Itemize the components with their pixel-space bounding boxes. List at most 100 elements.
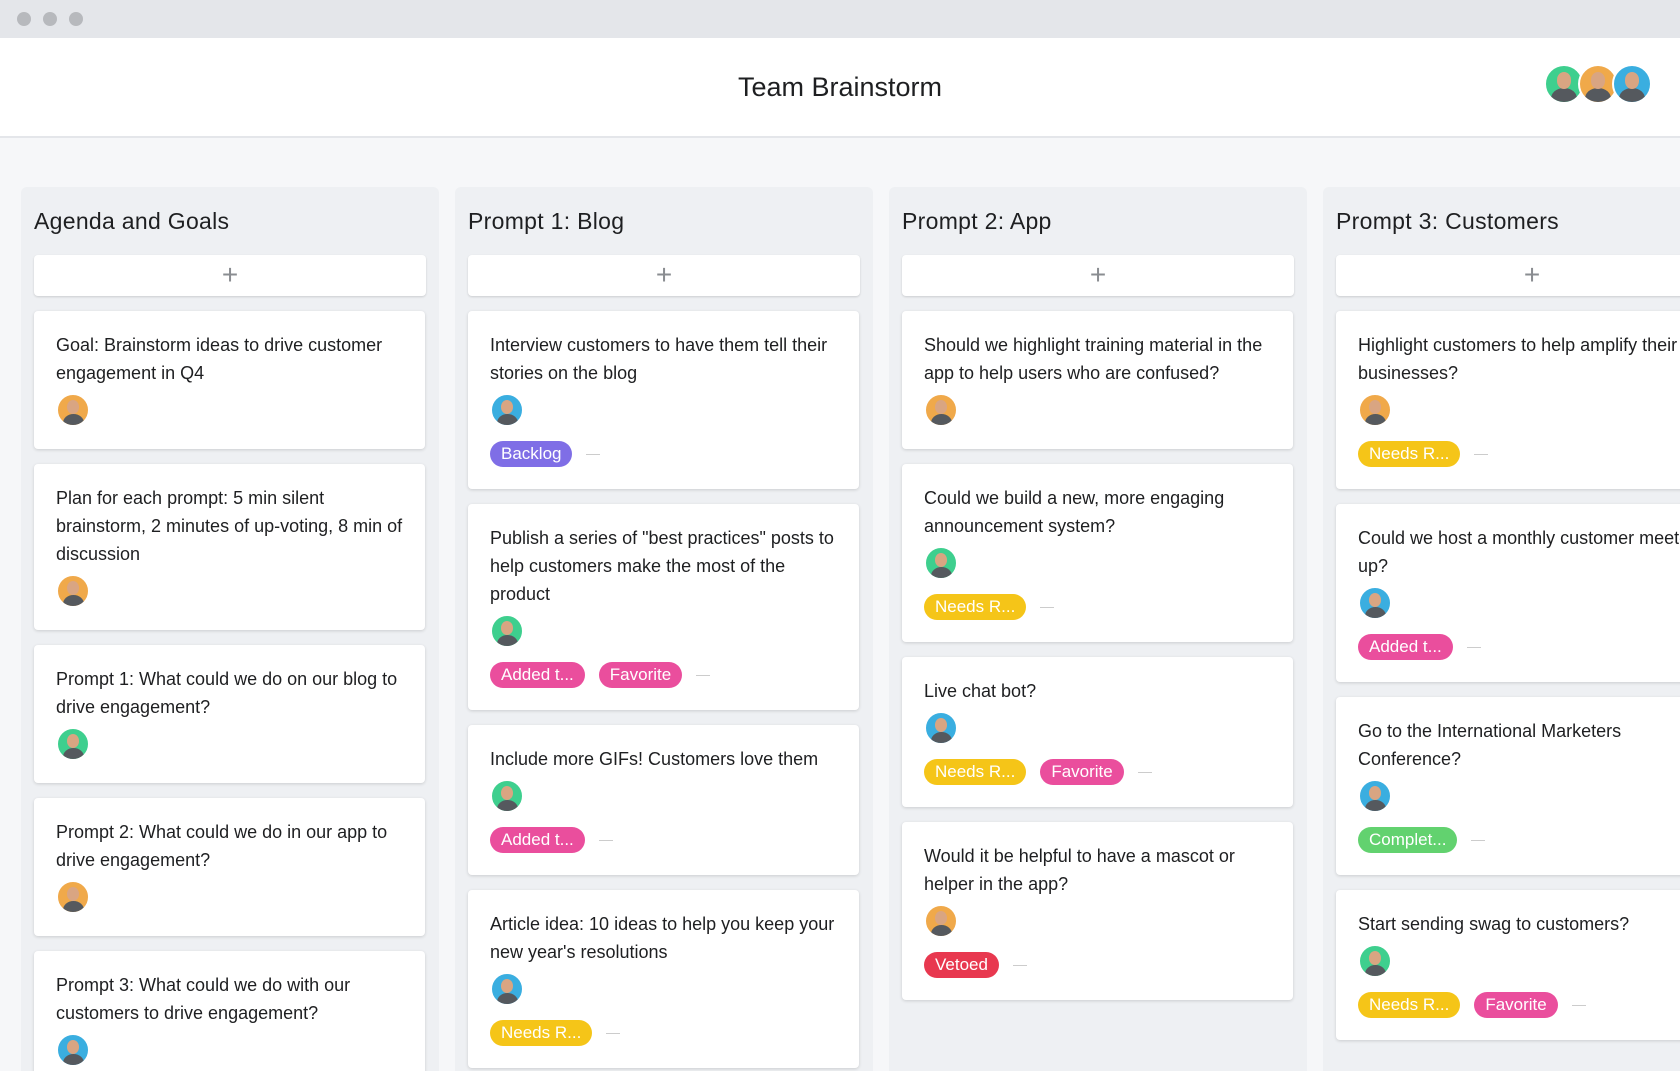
card[interactable]: Should we highlight training material in… xyxy=(902,311,1293,449)
card[interactable]: Highlight customers to help amplify thei… xyxy=(1336,311,1680,489)
tags: Needs R... Favorite xyxy=(1358,992,1680,1018)
tags: Backlog xyxy=(490,441,837,467)
avatar[interactable] xyxy=(1544,64,1584,104)
card-text: Interview customers to have them tell th… xyxy=(490,335,828,383)
divider xyxy=(1466,646,1481,648)
tag[interactable]: Needs R... xyxy=(924,594,1027,620)
avatar[interactable] xyxy=(924,904,958,938)
avatar[interactable] xyxy=(490,614,524,648)
tag[interactable]: Needs R... xyxy=(490,1020,593,1046)
avatar[interactable] xyxy=(1612,64,1652,104)
header: Team Brainstorm xyxy=(0,38,1680,138)
close[interactable] xyxy=(17,12,31,26)
card-text: Would it be helpful to have a mascot or … xyxy=(924,846,1235,894)
card-text: Plan for each prompt: 5 min silent brain… xyxy=(56,488,403,564)
add-task[interactable]: + xyxy=(1336,255,1680,296)
minimize[interactable] xyxy=(43,12,57,26)
card[interactable]: Include more GIFs! Customers love them Ad… xyxy=(468,725,859,875)
avatar[interactable] xyxy=(1358,586,1392,620)
card[interactable]: Goal: Brainstorm ideas to drive customer… xyxy=(34,311,425,449)
avatar[interactable] xyxy=(1358,779,1392,813)
divider xyxy=(1137,771,1152,773)
card[interactable]: Interview customers to have them tell th… xyxy=(468,311,859,489)
tag[interactable]: Favorite xyxy=(598,662,683,688)
card[interactable]: Start sending swag to customers? Needs R.… xyxy=(1336,890,1680,1040)
tags: Needs R... Favorite xyxy=(924,759,1271,785)
maximize[interactable] xyxy=(69,12,83,26)
card[interactable]: Would it be helpful to have a mascot or … xyxy=(902,822,1293,1000)
avatar[interactable] xyxy=(56,1033,90,1067)
avatar[interactable] xyxy=(1358,393,1392,427)
card-text: Include more GIFs! Customers love them xyxy=(490,749,819,769)
add-task[interactable]: + xyxy=(902,255,1294,296)
add-task[interactable]: + xyxy=(468,255,860,296)
avatar[interactable] xyxy=(56,393,90,427)
avatar[interactable] xyxy=(490,393,524,427)
tag[interactable]: Favorite xyxy=(1474,992,1558,1018)
card[interactable]: Live chat bot? Needs R... Favorite xyxy=(902,657,1293,807)
avatar[interactable] xyxy=(490,972,524,1006)
avatar[interactable] xyxy=(924,546,958,580)
card[interactable]: Prompt 3: What could we do with our cust… xyxy=(34,951,425,1071)
divider xyxy=(1471,839,1486,841)
column: Agenda and Goals + Goal: Brainstorm ideas … xyxy=(21,187,439,1071)
tag[interactable]: Vetoed xyxy=(924,952,999,978)
avatar[interactable] xyxy=(1358,944,1392,978)
tag[interactable]: Backlog xyxy=(490,441,573,467)
tags: Complet... xyxy=(1358,827,1680,853)
avatar[interactable] xyxy=(56,574,90,608)
card[interactable]: Could we host a monthly customer meet-up… xyxy=(1336,504,1680,682)
card[interactable]: Article idea: 10 ideas to help you keep … xyxy=(468,890,859,1068)
divider xyxy=(1474,453,1489,455)
card[interactable]: Prompt 1: What could we do on our blog t… xyxy=(34,645,425,783)
tag[interactable]: Favorite xyxy=(1040,759,1124,785)
divider xyxy=(1040,606,1055,608)
column: Prompt 2: App + Should we highlight traini… xyxy=(889,187,1307,1071)
avatar[interactable] xyxy=(924,711,958,745)
column-title: Prompt 2: App xyxy=(902,208,1052,234)
column: Prompt 3: Customers + Highlight customers … xyxy=(1323,187,1680,1071)
card-text: Prompt 2: What could we do in our app to… xyxy=(56,822,388,870)
window-chrome xyxy=(0,0,1680,38)
tag[interactable]: Added t... xyxy=(490,662,585,688)
card-text: Go to the International Marketers Confer… xyxy=(1358,721,1622,769)
card[interactable]: Go to the International Marketers Confer… xyxy=(1336,697,1680,875)
card-text: Highlight customers to help amplify thei… xyxy=(1358,335,1678,383)
card-text: Could we host a monthly customer meet-up… xyxy=(1358,528,1680,576)
avatar[interactable] xyxy=(924,393,958,427)
tag[interactable]: Complet... xyxy=(1358,827,1458,853)
tag[interactable]: Needs R... xyxy=(924,759,1027,785)
card[interactable]: Prompt 2: What could we do in our app to… xyxy=(34,798,425,936)
card[interactable]: Plan for each prompt: 5 min silent brain… xyxy=(34,464,425,630)
divider xyxy=(586,453,601,455)
tag[interactable]: Needs R... xyxy=(1358,992,1461,1018)
avatar[interactable] xyxy=(56,880,90,914)
tag[interactable]: Added t... xyxy=(1358,634,1453,660)
card-text: Prompt 3: What could we do with our cust… xyxy=(56,975,351,1023)
members xyxy=(1544,64,1652,104)
card-text: Article idea: 10 ideas to help you keep … xyxy=(490,914,835,962)
avatar[interactable] xyxy=(490,779,524,813)
tag[interactable]: Added t... xyxy=(490,827,585,853)
card[interactable]: Publish a series of "best practices" pos… xyxy=(468,504,859,710)
card-text: Could we build a new, more engaging anno… xyxy=(924,488,1225,536)
divider xyxy=(1012,964,1027,966)
column-title: Prompt 3: Customers xyxy=(1336,208,1559,234)
card-text: Start sending swag to customers? xyxy=(1358,914,1630,934)
tags: Needs R... xyxy=(490,1020,837,1046)
card[interactable]: Could we build a new, more engaging anno… xyxy=(902,464,1293,642)
divider xyxy=(1571,1004,1586,1006)
add-task[interactable]: + xyxy=(34,255,426,296)
tags: Vetoed xyxy=(924,952,1271,978)
card-text: Should we highlight training material in… xyxy=(924,335,1263,383)
tags: Needs R... xyxy=(1358,441,1680,467)
tags: Added t... xyxy=(1358,634,1680,660)
column: Prompt 1: Blog + Interview customers to ha… xyxy=(455,187,873,1071)
divider xyxy=(606,1032,621,1034)
tags: Added t... Favorite xyxy=(490,662,837,688)
divider xyxy=(598,839,613,841)
card-text: Publish a series of "best practices" pos… xyxy=(490,528,834,604)
tag[interactable]: Needs R... xyxy=(1358,441,1461,467)
avatar[interactable] xyxy=(56,727,90,761)
